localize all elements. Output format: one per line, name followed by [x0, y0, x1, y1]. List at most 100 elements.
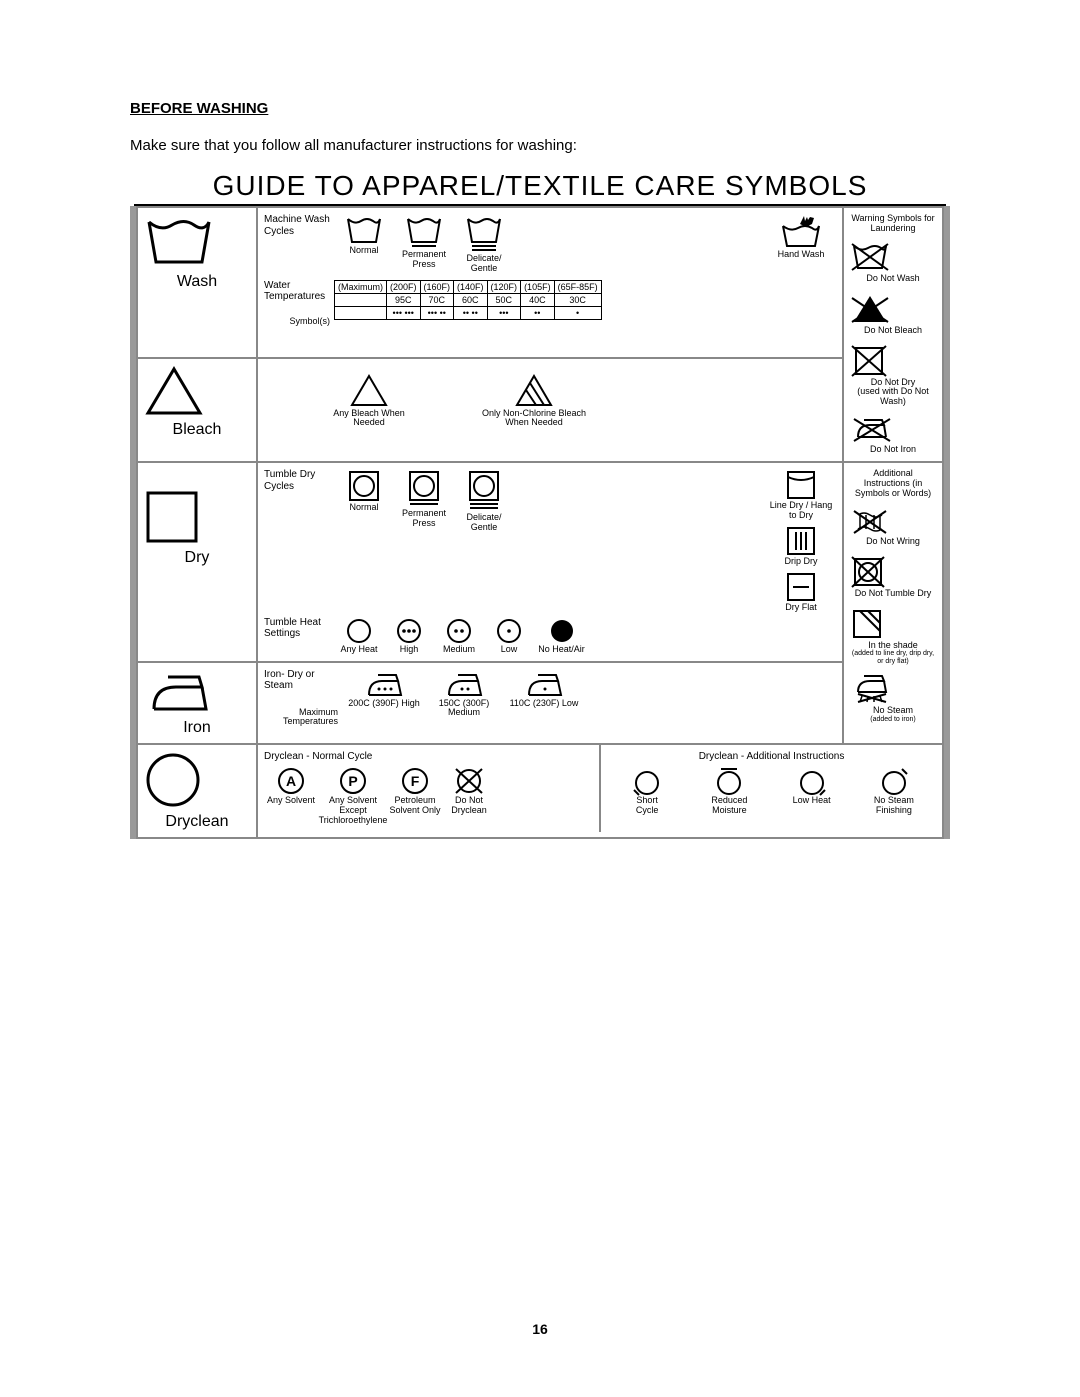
- wash-icon: [144, 214, 214, 269]
- tc-1: 70C: [420, 293, 454, 306]
- section-head: BEFORE WASHING: [130, 100, 950, 117]
- dots-1: •: [554, 306, 601, 319]
- no-tumble-label: Do Not Tumble Dry: [850, 589, 936, 599]
- any-heat-icon: [345, 617, 373, 645]
- tc-2: 60C: [454, 293, 488, 306]
- dc-nosteam-icon: [878, 766, 910, 796]
- iron-category-cell: Iron: [137, 662, 257, 744]
- iron-detail-cell: Iron- Dry or Steam Maximum Temperatures …: [257, 662, 843, 744]
- wash-normal-label: Normal: [349, 246, 378, 256]
- line-dry-label: Line Dry / Hang to Dry: [766, 501, 836, 521]
- wash-perm-label: Permanent Press: [394, 250, 454, 270]
- no-heat-label: No Heat/Air: [538, 645, 585, 655]
- do-not-iron-icon: [850, 415, 892, 445]
- dots-5: ••• ••: [420, 306, 454, 319]
- iron-title: Iron- Dry or Steam: [264, 669, 344, 692]
- bleach-icon: [144, 365, 204, 417]
- wash-detail-cell: Machine Wash Cycles Normal Permanent Pre…: [257, 207, 843, 358]
- dc-short-label: Short Cycle: [624, 796, 670, 816]
- low-heat-label: Low: [501, 645, 518, 655]
- dc-F-icon: F: [400, 766, 430, 796]
- dry-flat-icon: [785, 571, 817, 603]
- any-bleach-label: Any Bleach When Needed: [324, 409, 414, 429]
- guide-title: GUIDE TO APPAREL/TEXTILE CARE SYMBOLS: [134, 166, 946, 206]
- iron-icon: [144, 669, 214, 715]
- wash-delicate-label: Delicate/ Gentle: [454, 254, 514, 274]
- dryclean-detail-cell: Dryclean - Normal Cycle A Any Solvent P …: [257, 744, 943, 838]
- tf-2: (140F): [454, 280, 488, 293]
- no-steam-sub: (added to iron): [850, 716, 936, 724]
- symbol-grid: Wash Machine Wash Cycles Normal Permanen…: [136, 206, 944, 839]
- bleach-detail-cell: Any Bleach When Needed Only Non-Chlorine…: [257, 358, 843, 463]
- dc-addl-title: Dryclean - Additional Instructions: [607, 751, 936, 763]
- dc-no-label: Do Not Dryclean: [442, 796, 496, 816]
- tc-5: 30C: [554, 293, 601, 306]
- warning-cell: Warning Symbols for Laundering Do Not Wa…: [843, 207, 943, 462]
- do-not-wash-icon: [850, 240, 890, 274]
- dc-F-label: Petroleum Solvent Only: [388, 796, 442, 816]
- wash-label: Wash: [144, 273, 250, 291]
- dryclean-label: Dryclean: [144, 813, 250, 831]
- svg-text:P: P: [348, 773, 357, 789]
- warning-title: Warning Symbols for Laundering: [850, 214, 936, 234]
- any-bleach-icon: [349, 373, 389, 409]
- symbol-guide-frame: Wash Machine Wash Cycles Normal Permanen…: [130, 206, 950, 839]
- tumble-perm-label: Permanent Press: [394, 509, 454, 529]
- tumble-dry-label: Tumble Dry Cycles: [264, 469, 334, 492]
- water-temp-label: Water Temperatures: [264, 280, 334, 303]
- do-not-bleach-icon: [850, 292, 890, 326]
- no-iron-label: Do Not Iron: [850, 445, 936, 455]
- dc-P-icon: P: [338, 766, 368, 796]
- addl-title: Additional Instructions (in Symbols or W…: [850, 469, 936, 499]
- tf-5: (65F-85F): [554, 280, 601, 293]
- no-steam-iron-icon: [850, 672, 892, 706]
- dc-normal-title: Dryclean - Normal Cycle: [264, 751, 593, 763]
- iron-max-label: Maximum Temperatures: [264, 708, 344, 728]
- bleach-label: Bleach: [144, 421, 250, 439]
- dry-icon: [144, 489, 200, 545]
- additional-cell: Additional Instructions (in Symbols or W…: [843, 462, 943, 743]
- iron-200-label: 200C (390F) High: [348, 699, 420, 709]
- dots-3: •••: [487, 306, 521, 319]
- dc-no-icon: [453, 766, 485, 796]
- low-heat-icon: [495, 617, 523, 645]
- no-wring-icon: [850, 507, 890, 537]
- tc-0: 95C: [387, 293, 421, 306]
- non-cl-bleach-label: Only Non-Chlorine Bleach When Needed: [474, 409, 594, 429]
- dots-6: ••• •••: [387, 306, 421, 319]
- iron-150-label: 150C (300F) Medium: [424, 699, 504, 719]
- tf-0: (200F): [387, 280, 421, 293]
- dryclean-category-cell: Dryclean: [137, 744, 257, 838]
- hand-wash-label: Hand Wash: [778, 250, 825, 260]
- line-dry-icon: [785, 469, 817, 501]
- high-heat-label: High: [400, 645, 419, 655]
- wash-category-cell: Wash: [137, 207, 257, 358]
- no-steam-label: No Steam: [850, 706, 936, 716]
- machine-wash-cycles-label: Machine Wash Cycles: [264, 214, 334, 237]
- dry-label: Dry: [144, 549, 250, 567]
- tf-3: (120F): [487, 280, 521, 293]
- dc-moist-icon: [713, 766, 745, 796]
- symbols-label: Symbol(s): [264, 317, 334, 327]
- iron-med-icon: [442, 669, 486, 699]
- shade-icon: [850, 607, 884, 641]
- no-dry-sub: (used with Do Not Wash): [850, 387, 936, 407]
- any-heat-label: Any Heat: [340, 645, 377, 655]
- dry-category-cell: Dry: [137, 462, 257, 661]
- tc-3: 50C: [487, 293, 521, 306]
- tumble-heat-label: Tumble Heat Settings: [264, 617, 334, 640]
- tumble-delicate-label: Delicate/ Gentle: [454, 513, 514, 533]
- iron-label: Iron: [144, 719, 250, 737]
- wash-normal-icon: [345, 214, 383, 246]
- med-heat-label: Medium: [443, 645, 475, 655]
- temp-table: (Maximum) (200F) (160F) (140F) (120F) (1…: [334, 280, 602, 320]
- dc-short-icon: [631, 766, 663, 796]
- dc-lowheat-icon: [796, 766, 828, 796]
- wash-perm-icon: [405, 214, 443, 250]
- hand-wash-icon: [780, 214, 822, 250]
- iron-high-icon: [362, 669, 406, 699]
- dots-4: •• ••: [454, 306, 488, 319]
- intro-text: Make sure that you follow all manufactur…: [130, 137, 950, 154]
- no-bleach-label: Do Not Bleach: [850, 326, 936, 336]
- bleach-category-cell: Bleach: [137, 358, 257, 463]
